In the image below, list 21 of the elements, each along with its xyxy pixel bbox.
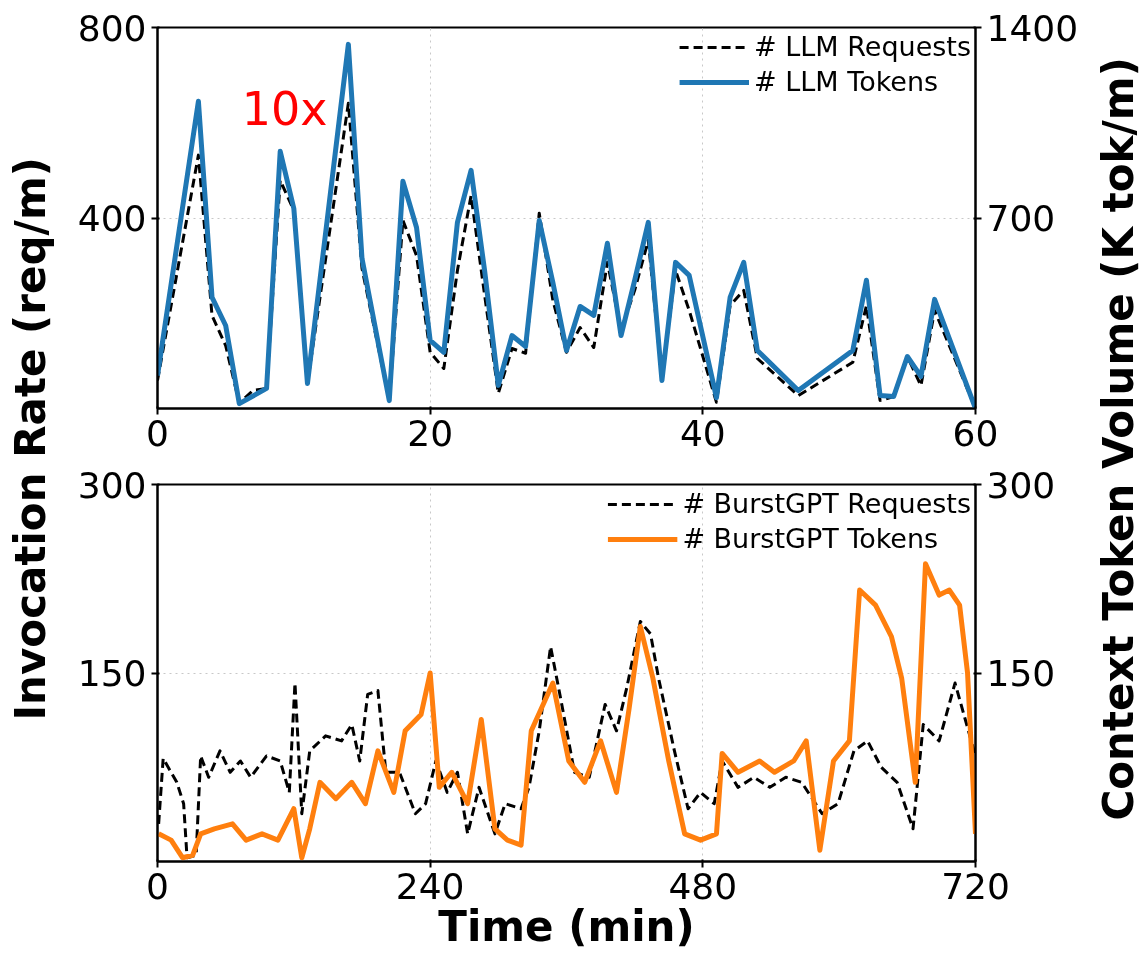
legend-label: # BurstGPT Tokens bbox=[682, 523, 939, 554]
y-tick-label: 150 bbox=[77, 653, 147, 694]
x-tick-label: 40 bbox=[679, 412, 726, 454]
y2-axis-title: Context Token Volume (K tok/m) bbox=[1094, 57, 1143, 821]
annotation: 10x bbox=[241, 81, 328, 136]
y2-tick-label: 700 bbox=[986, 198, 1056, 239]
y-tick-label: 400 bbox=[77, 198, 147, 239]
x-tick-label: 0 bbox=[146, 412, 169, 454]
y2-tick-label: 1400 bbox=[986, 7, 1079, 49]
legend-label: # LLM Requests bbox=[754, 31, 971, 62]
x-tick-label: 60 bbox=[952, 412, 999, 454]
y2-tick-label: 150 bbox=[986, 653, 1056, 694]
x-tick-label: 0 bbox=[146, 865, 169, 907]
y-tick-label: 800 bbox=[77, 7, 147, 49]
legend-label: # BurstGPT Requests bbox=[682, 488, 971, 519]
x-tick-label: 720 bbox=[941, 865, 1010, 907]
legend-label: # LLM Tokens bbox=[754, 66, 939, 97]
y2-tick-label: 300 bbox=[986, 464, 1056, 506]
y-axis-title: Invocation Rate (req/m) bbox=[6, 157, 55, 721]
x-tick-label: 20 bbox=[407, 412, 454, 454]
y-tick-label: 300 bbox=[77, 464, 147, 506]
